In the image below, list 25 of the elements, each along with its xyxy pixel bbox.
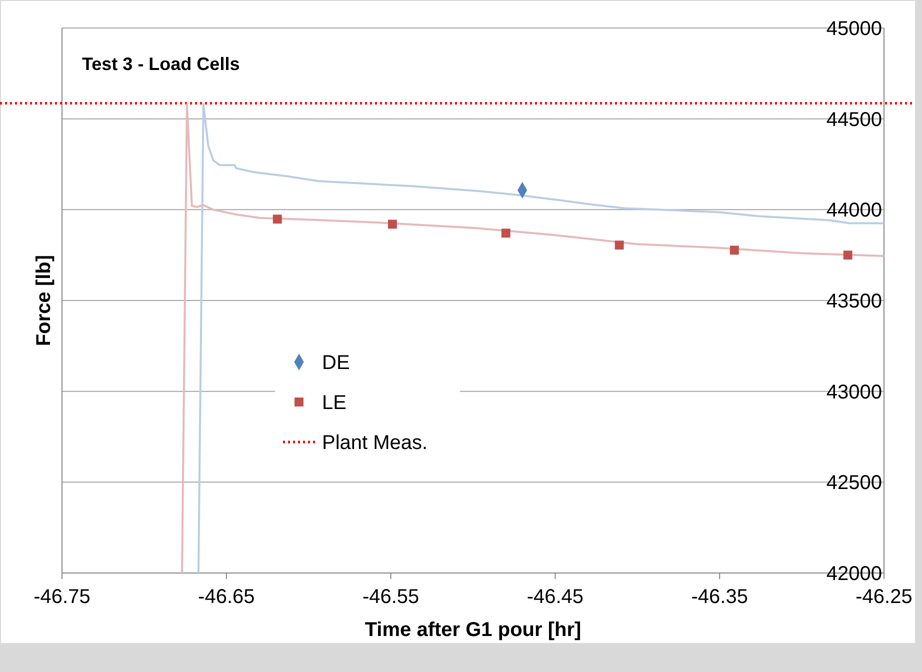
legend-label: Plant Meas. <box>322 432 428 454</box>
text: Test 3 - Load Cells <box>82 54 240 74</box>
x-tick-label: -46.65 <box>198 586 255 608</box>
x-tick-label: -46.45 <box>526 586 584 608</box>
legend-label: DE <box>322 352 350 374</box>
point <box>501 228 510 238</box>
y-tick-label: 42000 <box>826 563 882 585</box>
point <box>843 250 852 260</box>
y-tick-label: 43000 <box>826 381 882 404</box>
y-tick-label: 42500 <box>826 472 882 494</box>
point <box>730 246 739 255</box>
point <box>614 240 624 250</box>
y-tick-label: 44000 <box>826 200 882 222</box>
legend-label: LE <box>322 392 346 414</box>
x-axis-title: Time after G1 pour [hr] <box>364 619 582 641</box>
y-axis-title: Force [lb] <box>33 254 55 346</box>
x-tick-label: -46.55 <box>362 586 420 608</box>
y-tick-label: 45000 <box>826 18 882 40</box>
x-tick-label: -46.25 <box>856 586 912 608</box>
y-tick-label: 43500 <box>826 290 882 312</box>
y-tick-label: 44500 <box>826 108 882 131</box>
point <box>272 214 282 224</box>
point <box>388 220 397 229</box>
x-tick-label: -46.75 <box>34 586 90 608</box>
x-tick-label: -46.35 <box>691 586 748 608</box>
